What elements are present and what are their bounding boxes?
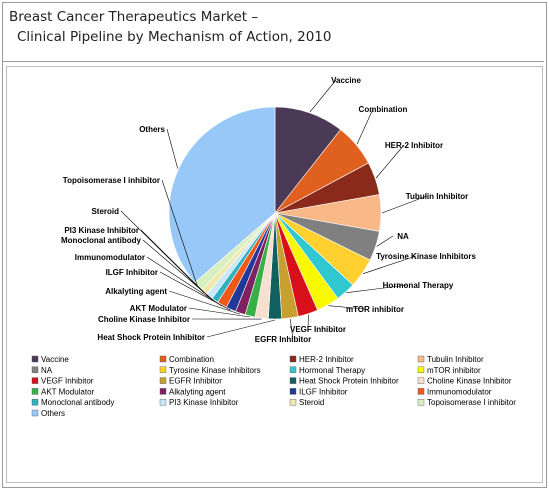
leader-line [376, 235, 394, 247]
slice-label: NA [397, 232, 409, 241]
slice-label: AKT Modulator [130, 304, 187, 313]
slice-label: Hormonal Therapy [383, 281, 454, 290]
legend-label: Vaccine [41, 355, 69, 364]
slice-label: Others [139, 125, 165, 134]
legend-label: Monoclonal antibody [41, 398, 114, 407]
leader-line [375, 144, 405, 179]
leader-line [161, 179, 198, 287]
slice-label: Monoclonal antibody [61, 236, 142, 245]
slice-label: Alkalyting agent [105, 287, 167, 296]
legend-swatch [31, 399, 39, 406]
legend-swatch [31, 355, 39, 363]
legend-label: Immunomodulator [427, 387, 492, 396]
slice-label: Steroid [91, 207, 119, 216]
leader-line [289, 318, 294, 340]
slice-label: Choline Kinase Inhibitor [98, 315, 190, 324]
leader-line [309, 79, 337, 113]
slice-label: Tyrosine Kinase Inhibitors [376, 252, 476, 261]
slice-label: Topoisomerase I inhibitor [63, 176, 160, 185]
legend-label: HER-2 Inhibitor [299, 355, 354, 364]
legend-label: Tyrosine Kinase Inhibitors [169, 366, 261, 375]
pie-slices [168, 106, 382, 320]
slice-label: Heat Shock Protein Inhibitor [97, 333, 205, 342]
legend-label: AKT Modulator [41, 387, 95, 396]
slice-label: Vaccine [331, 76, 361, 85]
legend-swatch [159, 399, 167, 406]
legend-label: EGFR Inhibitor [169, 377, 222, 386]
slice-label: Tubulin Inhibitor [406, 192, 469, 201]
legend-swatch [31, 366, 39, 373]
legend-swatch [417, 388, 425, 395]
leader-line [146, 256, 222, 306]
legend-swatch [159, 388, 167, 395]
legend-label: Others [41, 409, 65, 418]
chart-title-line-2: Clinical Pipeline by Mechanism of Action… [17, 29, 332, 45]
legend-label: Choline Kinase Inhibitor [427, 377, 512, 386]
legend-label: mTOR inhibitor [427, 366, 481, 375]
legend-swatch [289, 388, 297, 395]
leader-line [363, 255, 417, 274]
legend-swatch [31, 388, 39, 395]
slice-label: mTOR inhibitor [346, 305, 404, 314]
leader-line [381, 195, 428, 214]
legend-label: Steroid [299, 398, 324, 407]
slice-label: Combination [359, 105, 408, 114]
leader-line [166, 128, 178, 169]
legend-swatch [159, 366, 167, 373]
leader-line [188, 307, 250, 318]
legend-label: VEGF Inhibitor [41, 377, 94, 386]
legend-swatch [31, 409, 39, 417]
leader-line [168, 290, 241, 315]
legend-label: Tubulin Inhibitor [427, 355, 484, 364]
slice-label: VEGF Inhibitor [290, 325, 346, 334]
legend-label: ILGF Inhibitor [299, 387, 348, 396]
title-box: Breast Cancer Therapeutics Market – Clin… [3, 3, 544, 62]
chart-title-line-1: Breast Cancer Therapeutics Market – [9, 9, 259, 25]
legend-swatch [417, 377, 425, 384]
legend-label: PI3 Kinase Inhibitor [169, 398, 239, 407]
legend-label: NA [41, 366, 53, 375]
legend-swatch [289, 377, 297, 384]
leader-line [206, 319, 276, 338]
legend-swatch [159, 377, 167, 384]
legend-label: Combination [169, 355, 214, 364]
legend-swatch [417, 366, 425, 373]
leader-line [328, 305, 366, 310]
legend-label: Topoisomerase I inhibitor [427, 398, 516, 407]
leader-line [356, 108, 374, 145]
legend-label: Alkalyting agent [169, 387, 226, 396]
slice-labels: Vaccine Combination HER-2 Inhibitor Tubulin… [61, 76, 476, 344]
legend-swatch [289, 399, 297, 406]
legend-label: Heat Shock Protein Inhibitor [299, 377, 399, 386]
leader-lines [120, 79, 428, 340]
legend: Vaccine Combination HER-2 Inhibitor Tubulin… [31, 355, 516, 418]
pie-slice-others [168, 106, 276, 283]
legend-label: Hormonal Therapy [299, 366, 365, 375]
legend-swatch [289, 355, 297, 363]
legend-swatch [417, 355, 425, 363]
legend-swatch [417, 399, 425, 406]
slice-label: Immunomodulator [75, 253, 145, 262]
leader-line [346, 284, 409, 293]
legend-swatch [289, 366, 297, 373]
legend-swatch [31, 377, 39, 384]
slice-label: PI3 Kinase Inhibitor [64, 226, 139, 235]
pie-slice-vaccine [274, 106, 341, 214]
slice-label: EGFR Inhibitor [255, 335, 311, 344]
legend-swatch [159, 355, 167, 363]
slice-label: HER-2 Inhibitor [385, 141, 443, 150]
leader-line [120, 210, 204, 293]
slice-label: ILGF Inhibitor [106, 268, 158, 277]
